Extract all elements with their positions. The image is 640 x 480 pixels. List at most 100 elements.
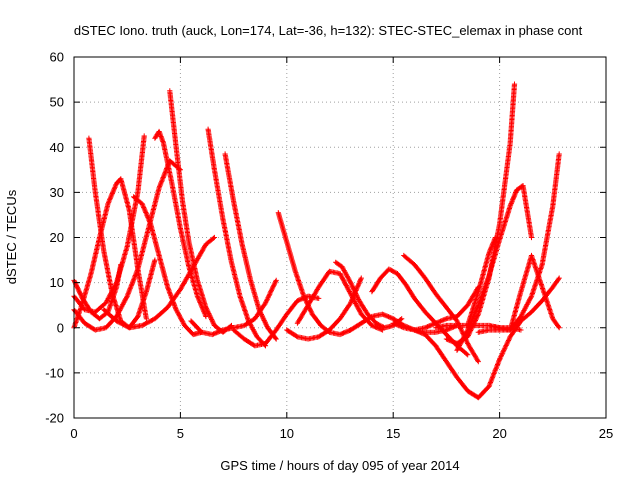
data-point <box>445 324 447 327</box>
data-point <box>294 270 296 272</box>
y-tick-label: 30 <box>50 185 64 200</box>
data-point <box>445 338 447 340</box>
data-point <box>558 153 560 155</box>
data-point <box>467 304 469 306</box>
data-point <box>541 263 543 266</box>
data-point <box>396 273 399 275</box>
data-point <box>154 137 156 139</box>
series-arc-26 <box>465 234 498 329</box>
data-point <box>233 329 235 331</box>
data-point <box>256 336 258 338</box>
data-point <box>360 277 362 279</box>
data-point <box>435 322 437 324</box>
data-point <box>303 295 305 297</box>
data-point <box>435 327 437 329</box>
data-point <box>467 354 469 356</box>
data-point <box>328 329 330 331</box>
data-point <box>88 137 90 139</box>
data-point <box>181 200 184 202</box>
data-point <box>175 309 177 311</box>
data-point <box>445 318 447 320</box>
data-point <box>360 322 362 324</box>
data-point <box>264 342 267 345</box>
data-point <box>115 320 118 322</box>
data-point <box>318 336 320 338</box>
x-tick-label: 25 <box>599 426 613 441</box>
data-point <box>456 315 458 318</box>
data-point <box>456 324 458 327</box>
data-point <box>137 191 139 193</box>
data-point <box>241 243 243 245</box>
data-point <box>286 313 288 315</box>
data-point <box>392 318 394 320</box>
data-point <box>239 295 241 297</box>
data-point <box>401 318 403 320</box>
data-point <box>94 191 96 193</box>
data-point <box>509 336 511 338</box>
data-point <box>224 153 226 155</box>
data-point <box>499 358 501 360</box>
data-point <box>205 306 207 309</box>
data-point <box>467 390 469 392</box>
data-point <box>107 203 109 205</box>
data-point <box>456 376 458 378</box>
x-tick-label: 15 <box>386 426 400 441</box>
data-point <box>350 293 352 295</box>
data-point <box>499 327 501 329</box>
data-point <box>381 329 384 331</box>
data-point <box>424 311 426 313</box>
data-point <box>286 329 288 331</box>
data-point <box>179 227 181 230</box>
data-point <box>158 254 160 257</box>
data-point <box>456 320 458 322</box>
y-axis-label: dSTEC / TECUs <box>4 189 19 284</box>
data-point <box>103 309 105 311</box>
data-point <box>477 304 479 306</box>
data-point <box>94 329 96 331</box>
data-point <box>456 349 458 351</box>
data-point <box>413 263 416 266</box>
data-point <box>201 331 203 333</box>
data-point <box>94 311 96 313</box>
data-point <box>296 322 299 324</box>
x-axis-label: GPS time / hours of day 095 of year 2014 <box>220 458 459 473</box>
data-point <box>413 329 416 331</box>
data-point <box>307 295 309 297</box>
data-point <box>552 286 554 288</box>
data-point <box>84 322 86 324</box>
data-point <box>339 318 341 320</box>
data-point <box>488 324 490 327</box>
data-point <box>499 239 501 241</box>
y-tick-label: 20 <box>50 230 64 245</box>
data-point <box>205 315 207 318</box>
y-tick-label: -10 <box>45 365 64 380</box>
data-point <box>375 322 377 324</box>
data-point <box>360 313 362 315</box>
data-point <box>320 324 322 327</box>
data-point <box>339 273 341 275</box>
data-point <box>137 315 139 318</box>
data-point <box>307 304 309 306</box>
data-point <box>243 338 245 340</box>
data-point <box>530 311 533 313</box>
data-point <box>530 295 533 297</box>
series-arc-16 <box>294 268 386 333</box>
data-point <box>552 205 554 207</box>
series-arc-10 <box>205 126 269 349</box>
data-point <box>230 261 233 263</box>
data-point <box>90 273 92 275</box>
data-point <box>318 286 320 288</box>
data-point <box>424 327 426 329</box>
data-point <box>445 333 447 336</box>
data-point <box>307 338 309 340</box>
data-point <box>296 336 299 338</box>
data-point <box>403 254 405 257</box>
x-tick-label: 10 <box>280 426 294 441</box>
y-tick-label: 50 <box>50 95 64 110</box>
y-tick-label: 0 <box>57 320 64 335</box>
data-point <box>115 315 118 318</box>
data-point <box>196 279 199 281</box>
x-tick-label: 0 <box>70 426 77 441</box>
data-point <box>222 218 224 221</box>
